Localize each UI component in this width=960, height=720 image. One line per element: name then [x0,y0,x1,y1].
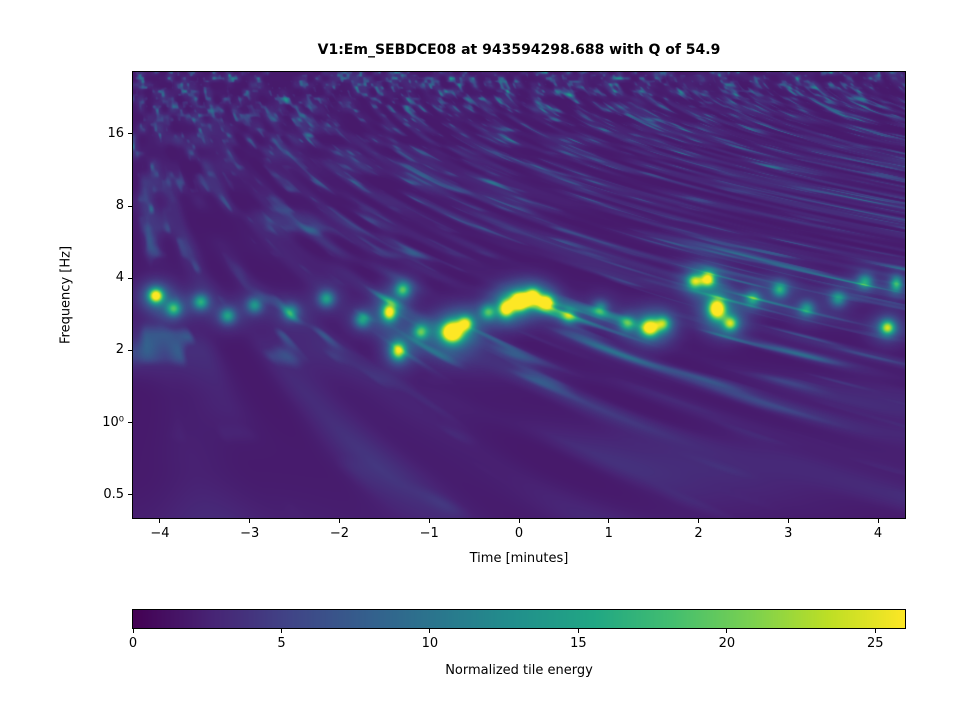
y-tick-label: 8 [115,198,124,214]
x-tick-label: −4 [150,526,170,541]
y-tick-label: 10⁰ [102,414,124,430]
colorbar-tick-label: 5 [277,636,286,651]
x-tick-label: 4 [873,526,883,541]
x-tick-label: 1 [604,526,613,541]
colorbar-canvas [132,609,906,629]
colorbar-tick-label: 15 [570,636,587,651]
colorbar-tick-label: 10 [421,636,439,651]
colorbar-label: Normalized tile energy [445,663,593,678]
y-tick-label: 0.5 [103,486,124,502]
x-tick-mark [698,519,700,523]
x-tick-label: −3 [240,526,260,541]
x-tick-label: 3 [784,526,793,541]
x-tick-label: 2 [694,526,703,541]
y-tick-mark [128,133,132,135]
colorbar-ticks: 0 5 10 15 20 25 [129,629,905,659]
y-tick-mark [128,205,132,207]
colorbar-tick-mark [132,629,134,633]
colorbar-tick-label: 20 [718,636,736,651]
chart-title: V1:Em_SEBDCE08 at 943594298.688 with Q o… [317,42,721,58]
y-tick-label: 2 [115,342,124,358]
x-tick-mark [249,519,251,523]
x-axis-ticks: −4 −3 −2 −1 0 1 2 3 4 [133,519,905,549]
y-tick-label: 4 [115,270,124,286]
x-tick-mark [877,519,879,523]
x-tick-label: 0 [514,526,524,541]
colorbar-tick-mark [280,629,282,633]
colorbar-tick-label: 25 [867,636,884,651]
y-axis-ticks: 16 8 4 2 10⁰ 0.5 [0,72,133,518]
x-tick-label: −2 [329,526,350,541]
x-tick-mark [338,519,340,523]
x-tick-mark [608,519,610,523]
colorbar-tick-mark [874,629,876,633]
colorbar-tick-label: 0 [128,636,138,651]
y-tick-mark [128,422,132,424]
y-tick-mark [128,277,132,279]
y-tick-mark [128,349,132,351]
x-tick-label: −1 [419,526,439,541]
x-tick-mark [159,519,161,523]
y-tick-mark [128,494,132,496]
x-axis-label: Time [minutes] [469,551,569,566]
colorbar-tick-mark [429,629,431,633]
x-tick-mark [428,519,430,523]
y-tick-label: 16 [107,125,124,141]
colorbar-tick-mark [577,629,579,633]
spectrogram-canvas [132,71,906,519]
x-tick-mark [787,519,789,523]
colorbar-tick-mark [726,629,728,633]
x-tick-mark [518,519,520,523]
